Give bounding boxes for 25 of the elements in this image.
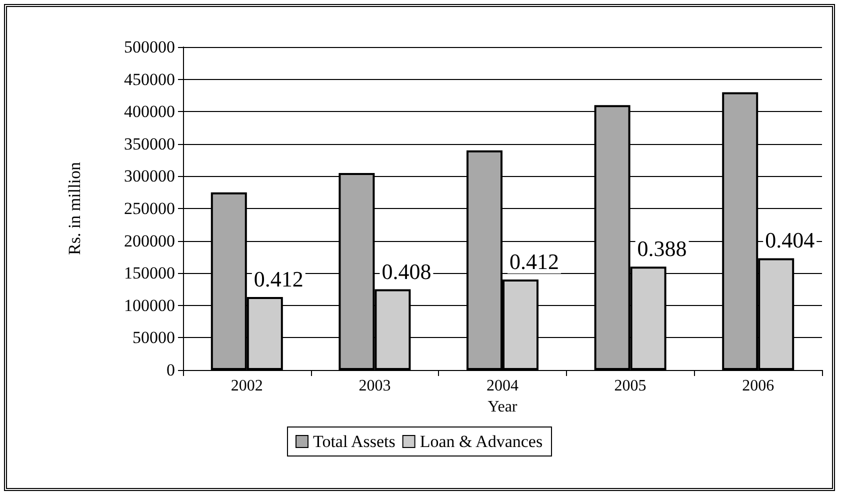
annotation: 0.404 (765, 228, 815, 253)
legend-label: Total Assets (312, 432, 396, 451)
x-tick-label: 2006 (742, 378, 774, 394)
y-axis-title: Rs. in million (65, 161, 84, 256)
x-tick-label: 2005 (614, 378, 646, 394)
y-tick-label: 300000 (124, 166, 175, 186)
y-tick-label: 500000 (124, 38, 175, 56)
annotation: 0.388 (637, 236, 687, 262)
y-tick-label: 0 (166, 360, 175, 380)
y-tick-label: 350000 (124, 134, 175, 154)
y-tick-label: 250000 (124, 199, 175, 218)
x-tick-label: 2004 (486, 378, 518, 394)
y-tick-label: 200000 (124, 231, 175, 250)
annotation: 0.408 (382, 258, 432, 284)
x-tick-label: 2003 (358, 378, 391, 394)
y-tick-label: 100000 (124, 296, 175, 315)
x-axis-title: Year (488, 398, 518, 416)
y-tick-label: 150000 (124, 264, 175, 283)
y-tick-label: 450000 (124, 70, 175, 89)
annotation: 0.412 (510, 249, 559, 274)
legend-label: Loan & Advances (420, 432, 543, 451)
x-tick-label: 2002 (230, 378, 263, 394)
y-tick-label: 50000 (132, 328, 175, 348)
y-tick-label: 400000 (124, 102, 175, 122)
annotation: 0.412 (254, 266, 304, 292)
